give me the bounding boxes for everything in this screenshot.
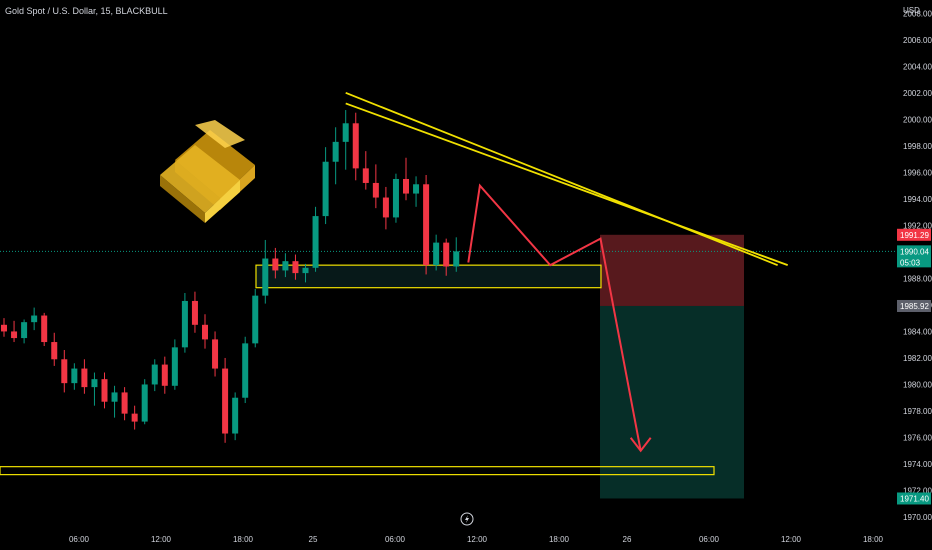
stop-loss-zone[interactable] (600, 234, 744, 306)
candle-body[interactable] (403, 178, 409, 194)
candle-body[interactable] (212, 339, 219, 369)
candle-body[interactable] (161, 364, 168, 386)
currency-label: USD (903, 6, 920, 15)
price-tick: 1978.00 (903, 407, 932, 416)
target-zone[interactable] (0, 466, 715, 476)
candle-body[interactable] (51, 342, 58, 360)
price-tick: 1998.00 (903, 142, 932, 151)
candle-body[interactable] (332, 141, 339, 162)
time-tick: 18:00 (549, 535, 570, 544)
time-tick: 12:00 (151, 535, 172, 544)
candle-body[interactable] (413, 184, 420, 194)
candle-body[interactable] (352, 123, 359, 169)
time-tick: 12:00 (781, 535, 802, 544)
price-label-value: 1990.04 (900, 247, 929, 256)
candle-body[interactable] (242, 343, 249, 398)
chart-title: Gold Spot / U.S. Dollar, 15, BLACKBULL (5, 6, 168, 16)
candle-body[interactable] (222, 368, 229, 434)
candle-body[interactable] (31, 315, 38, 323)
candle-body[interactable] (71, 368, 78, 384)
candle-body[interactable] (111, 392, 118, 402)
trendline[interactable] (345, 102, 789, 266)
candle-body[interactable] (433, 242, 440, 266)
candle-body[interactable] (101, 379, 108, 402)
price-label-value: 1991.29 (900, 231, 929, 240)
candle-body[interactable] (191, 300, 198, 325)
price-tick: 1988.00 (903, 274, 932, 283)
time-tick: 18:00 (863, 535, 884, 544)
price-tick: 2008.00 (903, 9, 932, 18)
candle-body[interactable] (372, 182, 379, 198)
candle-body[interactable] (121, 392, 128, 414)
price-tick: 1974.00 (903, 460, 932, 469)
time-tick: 25 (309, 535, 318, 544)
trendline[interactable] (345, 91, 778, 266)
price-tick: 1972.00 (903, 487, 932, 496)
time-tick: 18:00 (233, 535, 254, 544)
price-tick: 2002.00 (903, 89, 932, 98)
candle-body[interactable] (312, 216, 319, 268)
candle-body[interactable] (181, 300, 188, 348)
candle-body[interactable] (292, 261, 299, 274)
projection-path[interactable] (467, 183, 642, 451)
candle-body[interactable] (61, 359, 68, 384)
price-tick: 2006.00 (903, 36, 932, 45)
price-tick: 1996.00 (903, 168, 932, 177)
candle-body[interactable] (382, 197, 389, 218)
price-tick: 1980.00 (903, 380, 932, 389)
candle-body[interactable] (342, 123, 349, 142)
candle-body[interactable] (91, 379, 98, 388)
gold-bars-image (160, 120, 255, 223)
price-tick: 1976.00 (903, 434, 932, 443)
candle-body[interactable] (151, 364, 158, 385)
price-tick: 2004.00 (903, 62, 932, 71)
lightning-icon[interactable] (460, 512, 474, 526)
time-tick: 06:00 (69, 535, 90, 544)
candle-body[interactable] (282, 261, 289, 271)
candle-body[interactable] (141, 384, 148, 422)
candle-body[interactable] (252, 295, 259, 344)
time-tick: 26 (623, 535, 632, 544)
price-label (897, 228, 931, 241)
candle-body[interactable] (232, 397, 239, 434)
price-label-value: 1985.92 (900, 302, 929, 311)
candle-body[interactable] (262, 258, 269, 296)
candle-body[interactable] (302, 267, 309, 274)
arrow-down-icon (629, 437, 652, 453)
candle-body[interactable] (131, 413, 138, 422)
candle-body[interactable] (272, 258, 279, 271)
price-tick: 1984.00 (903, 327, 932, 336)
candle-body[interactable] (21, 322, 28, 339)
time-tick: 06:00 (699, 535, 720, 544)
price-tick: 1994.00 (903, 195, 932, 204)
time-tick: 12:00 (467, 535, 488, 544)
price-label (897, 299, 931, 312)
candle-body[interactable] (362, 168, 369, 183)
candle-body[interactable] (41, 315, 48, 343)
price-tick: 1970.00 (903, 513, 932, 522)
candle-body[interactable] (423, 184, 430, 266)
candle-body[interactable] (392, 178, 399, 218)
price-label (897, 245, 931, 268)
price-tick: 1982.00 (903, 354, 932, 363)
price-label (897, 492, 931, 505)
candle-body[interactable] (202, 324, 208, 340)
candle-body[interactable] (11, 331, 18, 339)
time-tick: 06:00 (385, 535, 406, 544)
candle-body[interactable] (81, 368, 88, 388)
candle-body[interactable] (453, 251, 460, 267)
candle-body[interactable] (171, 347, 178, 386)
take-profit-zone[interactable] (600, 305, 744, 499)
countdown-value: 05:03 (900, 258, 921, 267)
price-label-value: 1971.40 (900, 494, 929, 503)
price-tick: 2000.00 (903, 115, 932, 124)
candle-body[interactable] (443, 242, 450, 267)
price-tick: 1992.00 (903, 221, 932, 230)
candle-body[interactable] (322, 161, 329, 217)
candle-body[interactable] (1, 324, 7, 332)
